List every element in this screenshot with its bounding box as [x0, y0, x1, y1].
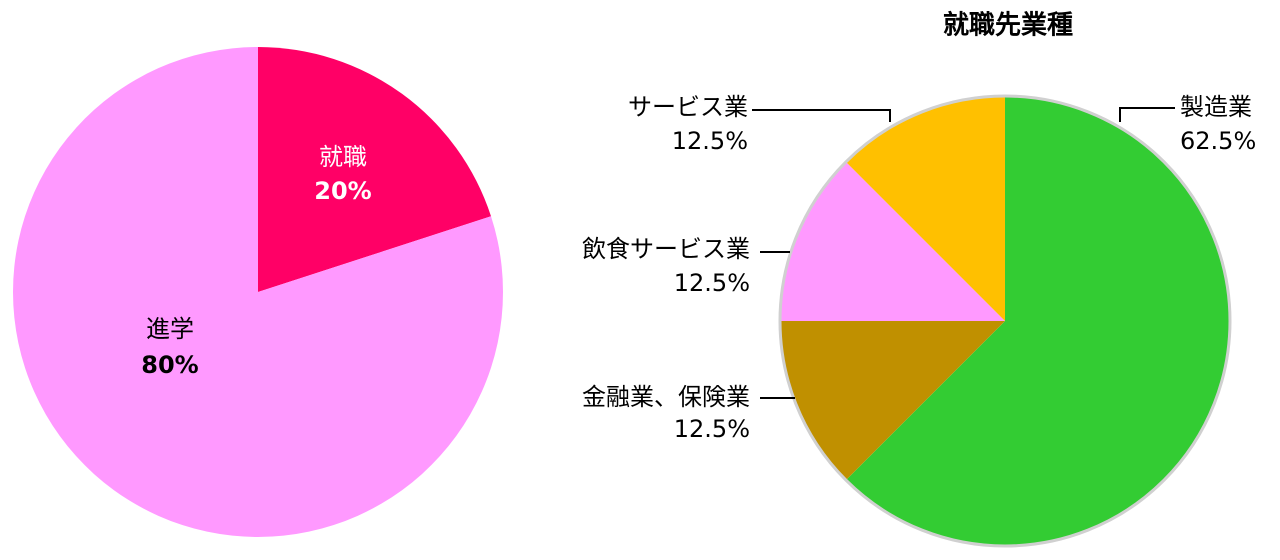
pie-slice [845, 96, 1005, 321]
chart-title: 就職先業種 [943, 11, 1073, 41]
slice-label: 金融業、保険業 [582, 383, 750, 411]
value-label: 12.5% [674, 269, 750, 297]
value-label: 62.5% [1180, 127, 1256, 155]
slice-label: 製造業 [1180, 93, 1252, 121]
value-label: 20% [314, 177, 371, 205]
leader-line [752, 109, 891, 122]
slice-label: 進学 [146, 315, 194, 343]
slice-label: 就職 [319, 143, 367, 171]
value-label: 12.5% [672, 127, 748, 155]
pie-slice [258, 47, 492, 292]
slice-label: 飲食サービス業 [582, 235, 750, 263]
pie-border [778, 94, 1232, 548]
pie-slice [780, 161, 1005, 321]
value-label: 80% [141, 351, 198, 379]
pie-slice [12, 47, 503, 537]
leader-line [1119, 107, 1175, 122]
pie-slice [780, 321, 1005, 481]
slice-label: サービス業 [628, 93, 748, 121]
pie-slice [845, 96, 1231, 546]
value-label: 12.5% [674, 415, 750, 443]
